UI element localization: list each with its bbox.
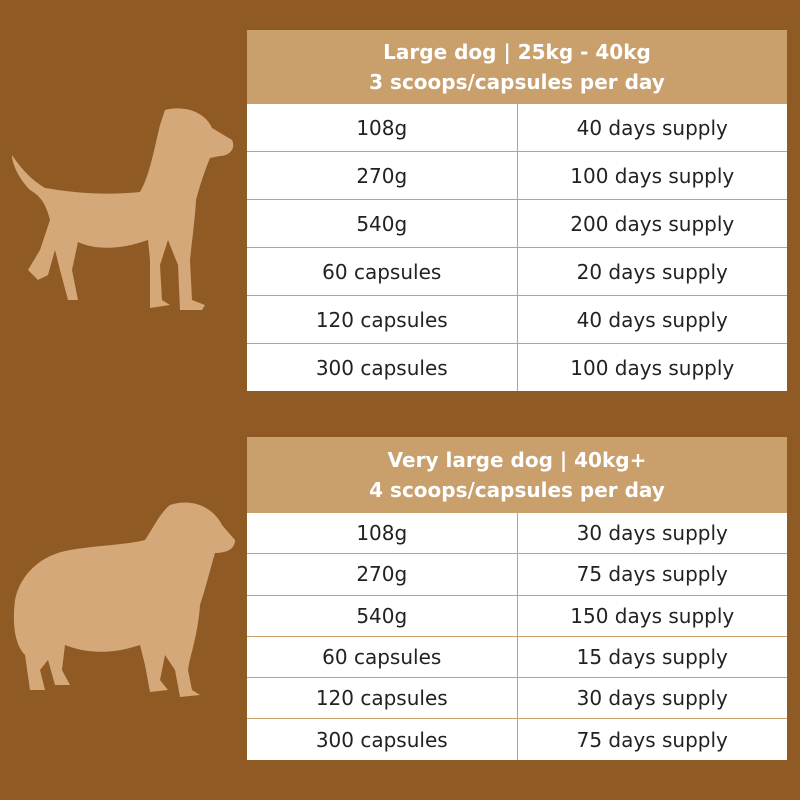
size-cell: 60 capsules: [322, 645, 442, 670]
size-cell: 108g: [356, 521, 408, 546]
table-header: Large dog | 25kg - 40kg 3 scoops/capsules…: [247, 30, 787, 103]
table-header: Very large dog | 40kg+ 4 scoops/capsules …: [247, 437, 787, 512]
table-title: Very large dog | 40kg+: [387, 447, 647, 472]
table-title: Large dog | 25kg - 40kg: [383, 39, 651, 64]
supply-cell: 100 days supply: [516, 152, 788, 199]
supply-cell: 15 days supply: [516, 636, 788, 678]
supply-cell: 20 days supply: [516, 248, 788, 295]
size-cell: 270g: [356, 562, 408, 587]
size-cell: 120 capsules: [315, 307, 448, 332]
table-row: 120 capsules 30 days supply: [247, 677, 788, 719]
supply-cell: 100 days supply: [516, 344, 788, 391]
supply-cell: 40 days supply: [516, 104, 788, 151]
large-dog-silhouette: [12, 108, 234, 310]
table-row: 108g 30 days supply: [247, 512, 788, 554]
size-cell: 60 capsules: [322, 259, 442, 284]
supply-cell: 75 days supply: [516, 719, 788, 760]
table-row: 270g 100 days supply: [247, 151, 787, 199]
table-subtitle: 3 scoops/capsules per day: [369, 69, 665, 94]
table-row: 540g 150 days supply: [247, 594, 788, 636]
supply-cell: 30 days supply: [516, 678, 788, 719]
size-cell: 270g: [356, 163, 408, 188]
table-row: 300 capsules 75 days supply: [247, 718, 788, 760]
table-row: 270g 75 days supply: [247, 553, 788, 595]
table-row: 108g 40 days supply: [247, 103, 787, 151]
table: Large dog | 25kg - 40kg 3 scoops/capsules…: [247, 30, 787, 391]
supply-cell: 150 days supply: [516, 595, 788, 636]
table: Very large dog | 40kg+ 4 scoops/capsules …: [247, 437, 787, 760]
supply-cell: 200 days supply: [516, 200, 788, 247]
size-cell: 540g: [356, 603, 408, 628]
supply-cell: 75 days supply: [516, 554, 788, 595]
size-cell: 540g: [356, 211, 408, 236]
table-subtitle: 4 scoops/capsules per day: [369, 477, 665, 502]
size-cell: 108g: [356, 115, 408, 140]
supply-cell: 30 days supply: [516, 513, 788, 554]
table-row: 60 capsules 15 days supply: [247, 635, 788, 678]
size-cell: 300 capsules: [315, 727, 448, 752]
size-cell: 300 capsules: [315, 355, 448, 380]
size-cell: 120 capsules: [315, 686, 448, 711]
supply-cell: 40 days supply: [516, 296, 788, 343]
table-row: 300 capsules 100 days supply: [247, 343, 787, 391]
very-large-dog-silhouette: [13, 502, 236, 697]
table-row: 60 capsules 20 days supply: [247, 247, 787, 295]
table-row: 540g 200 days supply: [247, 199, 787, 247]
table-row: 120 capsules 40 days supply: [247, 295, 787, 343]
